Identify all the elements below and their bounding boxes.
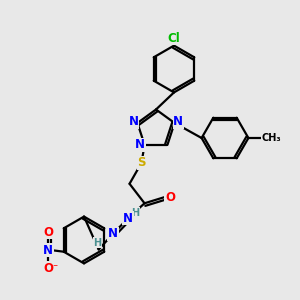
Text: O: O (43, 226, 53, 239)
Text: Cl: Cl (168, 32, 180, 45)
Text: H: H (93, 238, 101, 248)
Text: N: N (108, 227, 118, 240)
Text: H: H (131, 208, 140, 218)
Text: N: N (43, 244, 53, 257)
Text: N: N (123, 212, 133, 225)
Text: N: N (135, 138, 145, 151)
Text: O: O (165, 191, 175, 204)
Text: CH₃: CH₃ (261, 133, 281, 143)
Text: N: N (173, 115, 183, 128)
Text: S: S (137, 156, 146, 169)
Text: ⁻: ⁻ (52, 263, 57, 273)
Text: N: N (129, 115, 139, 128)
Text: O: O (43, 262, 53, 275)
